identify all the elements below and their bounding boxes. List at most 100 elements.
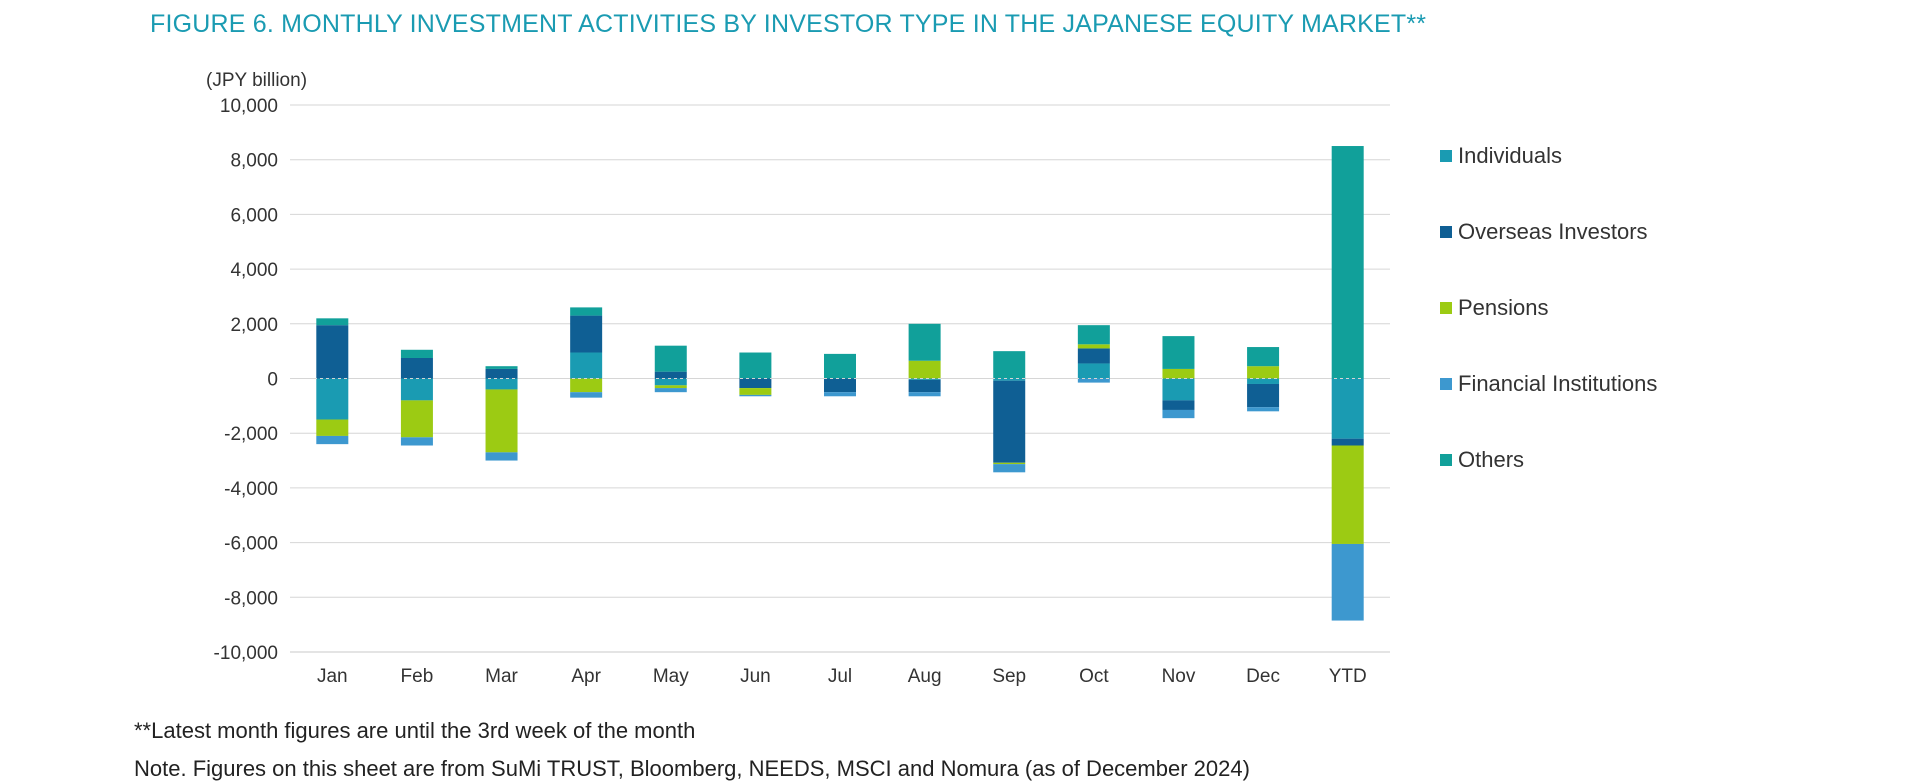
- x-tick-label: Aug: [908, 666, 942, 687]
- bar-segment: [654, 345, 687, 372]
- legend: Individuals Overseas Investors Pensions Fin…: [1440, 143, 1657, 472]
- x-axis-ticks: Jan Feb Mar Apr May Jun Jul Aug Sep Oct Nov Dec YTD: [317, 666, 1367, 687]
- bar-segment: [1162, 400, 1195, 410]
- stacked-bar-chart: (JPY billion) 10,000 8,000 6,000 4,000 2,000…: [206, 70, 1657, 687]
- zero-line: [290, 378, 1390, 653]
- bar-segment: [485, 452, 518, 461]
- bars: [316, 146, 1364, 621]
- bar-segment: [1331, 378, 1364, 439]
- bar-segment: [400, 400, 433, 438]
- bar-segment: [570, 378, 603, 393]
- bar-segment: [400, 437, 433, 446]
- bar-segment: [570, 352, 603, 379]
- bar-segment: [908, 323, 941, 361]
- y-tick-label: 6,000: [230, 205, 278, 226]
- bar-segment: [1162, 409, 1195, 419]
- bar-segment: [654, 378, 687, 386]
- bar-segment: [654, 385, 687, 389]
- x-tick-label: Feb: [401, 666, 434, 687]
- legend-swatch: [1440, 454, 1452, 466]
- bar-segment: [739, 352, 772, 379]
- bar-segment: [316, 318, 349, 326]
- legend-swatch: [1440, 302, 1452, 314]
- y-tick-label: -4,000: [224, 479, 278, 500]
- bar-segment: [1331, 146, 1364, 379]
- bar-segment: [1162, 378, 1195, 401]
- legend-label: Others: [1458, 447, 1524, 472]
- bar-segment: [485, 389, 518, 453]
- bar-segment: [1247, 366, 1280, 379]
- footnote-latest-month: **Latest month figures are until the 3rd…: [134, 718, 696, 743]
- bar-segment: [654, 388, 687, 393]
- bar-segment: [1331, 438, 1364, 446]
- bar-segment: [1247, 407, 1280, 412]
- legend-swatch: [1440, 150, 1452, 162]
- bar-segment: [1247, 383, 1280, 408]
- legend-swatch: [1440, 378, 1452, 390]
- bar-segment: [654, 371, 687, 379]
- bar-segment: [485, 368, 518, 379]
- legend-swatch: [1440, 226, 1452, 238]
- footnote-source: Note. Figures on this sheet are from SuM…: [134, 756, 1250, 781]
- x-tick-label: Jul: [828, 666, 852, 687]
- x-tick-label: Mar: [485, 666, 518, 687]
- legend-label: Individuals: [1458, 143, 1562, 168]
- legend-label: Financial Institutions: [1458, 371, 1657, 396]
- legend-label: Pensions: [1458, 295, 1549, 320]
- bar-segment: [1247, 347, 1280, 367]
- x-tick-label: Sep: [992, 666, 1026, 687]
- bar-segment: [570, 315, 603, 353]
- bar-segment: [993, 464, 1026, 473]
- bar-segment: [993, 378, 1026, 381]
- bar-segment: [739, 394, 772, 397]
- bar-segment: [908, 379, 941, 393]
- bar-segment: [739, 378, 772, 389]
- x-tick-label: YTD: [1329, 666, 1367, 687]
- y-axis-ticks: 10,000 8,000 6,000 4,000 2,000 0 -2,000 -4,000 -…: [214, 96, 278, 664]
- bar-segment: [1077, 348, 1110, 364]
- bar-segment: [908, 378, 941, 380]
- bar-segment: [1247, 378, 1280, 384]
- y-tick-label: -10,000: [214, 643, 278, 664]
- y-tick-label: -8,000: [224, 588, 278, 609]
- bar-segment: [485, 378, 518, 390]
- y-tick-label: 4,000: [230, 260, 278, 281]
- bar-segment: [908, 392, 941, 397]
- y-tick-label: 8,000: [230, 151, 278, 172]
- x-tick-label: Dec: [1246, 666, 1280, 687]
- bar-segment: [1331, 543, 1364, 621]
- bar-segment: [993, 351, 1026, 379]
- bar-segment: [400, 357, 433, 379]
- bar-segment: [1331, 445, 1364, 544]
- bar-segment: [1077, 325, 1110, 345]
- x-tick-label: Jan: [317, 666, 348, 687]
- x-tick-label: Jun: [740, 666, 771, 687]
- bar-segment: [993, 380, 1026, 463]
- x-tick-label: May: [653, 666, 689, 687]
- bar-segment: [316, 378, 349, 420]
- bar-segment: [316, 435, 349, 445]
- bar-segment: [824, 378, 856, 393]
- bar-segment: [739, 388, 772, 395]
- bar-segment: [485, 366, 518, 369]
- legend-label: Overseas Investors: [1458, 219, 1648, 244]
- bar-segment: [316, 325, 349, 379]
- bar-segment: [400, 378, 433, 401]
- y-tick-label: 0: [267, 370, 278, 391]
- bar-segment: [1077, 378, 1110, 383]
- x-tick-label: Oct: [1079, 666, 1109, 687]
- bar-segment: [1077, 363, 1110, 379]
- y-tick-label: 2,000: [230, 315, 278, 336]
- bar-segment: [824, 353, 856, 379]
- y-tick-label: -2,000: [224, 424, 278, 445]
- bar-segment: [570, 307, 603, 316]
- bar-segment: [993, 462, 1026, 465]
- bar-segment: [824, 392, 856, 397]
- bar-segment: [316, 419, 349, 436]
- bar-segment: [570, 392, 603, 398]
- bar-segment: [1162, 368, 1195, 379]
- x-tick-label: Apr: [571, 666, 601, 687]
- x-tick-label: Nov: [1162, 666, 1196, 687]
- y-tick-label: 10,000: [220, 96, 278, 117]
- y-axis-unit-label: (JPY billion): [206, 70, 307, 91]
